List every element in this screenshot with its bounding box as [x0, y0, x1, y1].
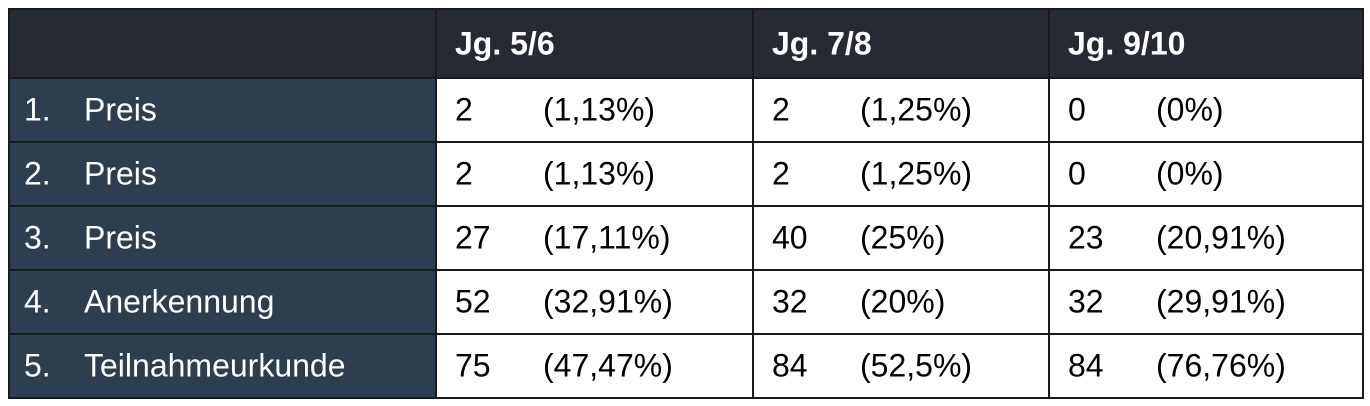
percent: (76,76%)	[1156, 347, 1286, 384]
data-cell: 52 (32,91%)	[435, 269, 754, 335]
percent: (1,25%)	[860, 91, 973, 128]
row-label-cell: 4. Anerkennung	[8, 269, 437, 335]
row-label: Teilnahmeurkunde	[84, 347, 346, 384]
percent: (0%)	[1156, 91, 1224, 128]
header-cell: Jg. 5/6	[435, 8, 754, 79]
count: 23	[1068, 219, 1104, 256]
count: 52	[455, 283, 491, 320]
row-label: Anerkennung	[84, 283, 275, 320]
data-cell: 32 (29,91%)	[1048, 269, 1364, 335]
percent: (17,11%)	[543, 219, 671, 256]
count: 0	[1068, 155, 1086, 192]
count: 84	[772, 347, 808, 384]
count: 0	[1068, 91, 1086, 128]
percent: (47,47%)	[543, 347, 673, 384]
row-label: Preis	[84, 219, 157, 256]
percent: (1,13%)	[543, 155, 656, 192]
percent: (52,5%)	[860, 347, 973, 384]
percent: (29,91%)	[1156, 283, 1286, 320]
header-cell: Jg. 7/8	[752, 8, 1050, 79]
rank: 4.	[24, 283, 51, 320]
count: 32	[772, 283, 808, 320]
data-cell: 84 (52,5%)	[752, 333, 1050, 399]
count: 40	[772, 219, 808, 256]
row-label-cell: 3. Preis	[8, 205, 437, 271]
table-row: 4. Anerkennung 52 (32,91%) 32 (20%) 32 (29,91%)	[8, 269, 1364, 335]
data-cell: 23 (20,91%)	[1048, 205, 1364, 271]
header-text: Jg. 9/10	[1068, 25, 1186, 61]
table-body: 1. Preis 2 (1,13%) 2 (1,25%) 0 (0%) 2. Preis 2 (1,1…	[8, 77, 1364, 399]
header-text: Jg. 5/6	[455, 25, 555, 61]
table-row: 5. Teilnahmeurkunde 75 (47,47%) 84 (52,5%) 84 (…	[8, 333, 1364, 399]
data-cell: 0 (0%)	[1048, 77, 1364, 143]
row-label-cell: 2. Preis	[8, 141, 437, 207]
percent: (1,25%)	[860, 155, 973, 192]
rank: 1.	[24, 91, 51, 128]
percent: (25%)	[860, 219, 946, 256]
table-container: Jg. 5/6 Jg. 7/8 Jg. 9/10 1. Preis 2 (1,13%) 2 (…	[8, 8, 1364, 400]
header-row: Jg. 5/6 Jg. 7/8 Jg. 9/10	[8, 8, 1364, 79]
rank: 2.	[24, 155, 51, 192]
rank: 3.	[24, 219, 51, 256]
data-cell: 32 (20%)	[752, 269, 1050, 335]
count: 2	[772, 91, 790, 128]
row-label: Preis	[84, 91, 157, 128]
data-cell: 27 (17,11%)	[435, 205, 754, 271]
data-cell: 40 (25%)	[752, 205, 1050, 271]
count: 2	[455, 91, 473, 128]
rank: 5.	[24, 347, 51, 384]
row-label-cell: 1. Preis	[8, 77, 437, 143]
data-cell: 0 (0%)	[1048, 141, 1364, 207]
percent: (20,91%)	[1156, 219, 1286, 256]
row-label-cell: 5. Teilnahmeurkunde	[8, 333, 437, 399]
header-cell	[8, 8, 437, 79]
data-cell: 2 (1,25%)	[752, 141, 1050, 207]
data-cell: 2 (1,13%)	[435, 141, 754, 207]
count: 75	[455, 347, 491, 384]
data-cell: 2 (1,25%)	[752, 77, 1050, 143]
data-cell: 75 (47,47%)	[435, 333, 754, 399]
count: 27	[455, 219, 491, 256]
percent: (32,91%)	[543, 283, 673, 320]
data-cell: 2 (1,13%)	[435, 77, 754, 143]
percent: (20%)	[860, 283, 946, 320]
data-cell: 84 (76,76%)	[1048, 333, 1364, 399]
count: 84	[1068, 347, 1104, 384]
row-label: Preis	[84, 155, 157, 192]
results-table: Jg. 5/6 Jg. 7/8 Jg. 9/10 1. Preis 2 (1,13%) 2 (…	[8, 8, 1364, 399]
count: 2	[455, 155, 473, 192]
header-text: Jg. 7/8	[772, 25, 872, 61]
table-row: 3. Preis 27 (17,11%) 40 (25%) 23 (20,91%)	[8, 205, 1364, 271]
table-row: 2. Preis 2 (1,13%) 2 (1,25%) 0 (0%)	[8, 141, 1364, 207]
table-row: 1. Preis 2 (1,13%) 2 (1,25%) 0 (0%)	[8, 77, 1364, 143]
header-cell: Jg. 9/10	[1048, 8, 1364, 79]
percent: (0%)	[1156, 155, 1224, 192]
count: 2	[772, 155, 790, 192]
percent: (1,13%)	[543, 91, 656, 128]
count: 32	[1068, 283, 1104, 320]
